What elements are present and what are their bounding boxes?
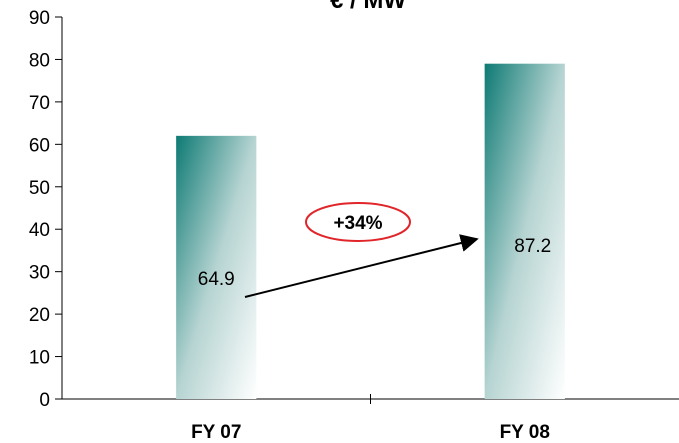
data-labels: 64.9 87.2 xyxy=(198,236,551,290)
y-tick-label: 0 xyxy=(39,390,50,411)
growth-arrow xyxy=(244,234,479,298)
x-tick-label: FY 07 xyxy=(191,422,241,443)
chart-title: € / MW xyxy=(330,0,406,14)
y-tick-label: 90 xyxy=(29,8,50,29)
bar xyxy=(176,135,257,399)
growth-callout-text: +34% xyxy=(333,213,382,234)
x-tick-label: FY 08 xyxy=(500,422,550,443)
y-axis: 0 10 20 30 40 50 60 70 80 90 xyxy=(29,8,63,411)
y-tick-label: 60 xyxy=(29,135,50,156)
growth-annotation: +34% xyxy=(244,202,479,298)
y-tick-label: 20 xyxy=(29,305,50,326)
bars xyxy=(176,63,565,399)
y-tick-label: 40 xyxy=(29,220,50,241)
y-tick-label: 80 xyxy=(29,50,50,71)
y-tick-label: 30 xyxy=(29,263,50,284)
bar xyxy=(484,63,565,399)
bar-value-label: 64.9 xyxy=(198,269,235,290)
y-tick-label: 10 xyxy=(29,348,50,369)
y-tick-label: 70 xyxy=(29,93,50,114)
y-tick-label: 50 xyxy=(29,178,50,199)
growth-callout-ellipse xyxy=(305,202,411,242)
bar-value-label: 87.2 xyxy=(514,236,551,257)
x-axis: FY 07 FY 08 xyxy=(62,394,679,443)
